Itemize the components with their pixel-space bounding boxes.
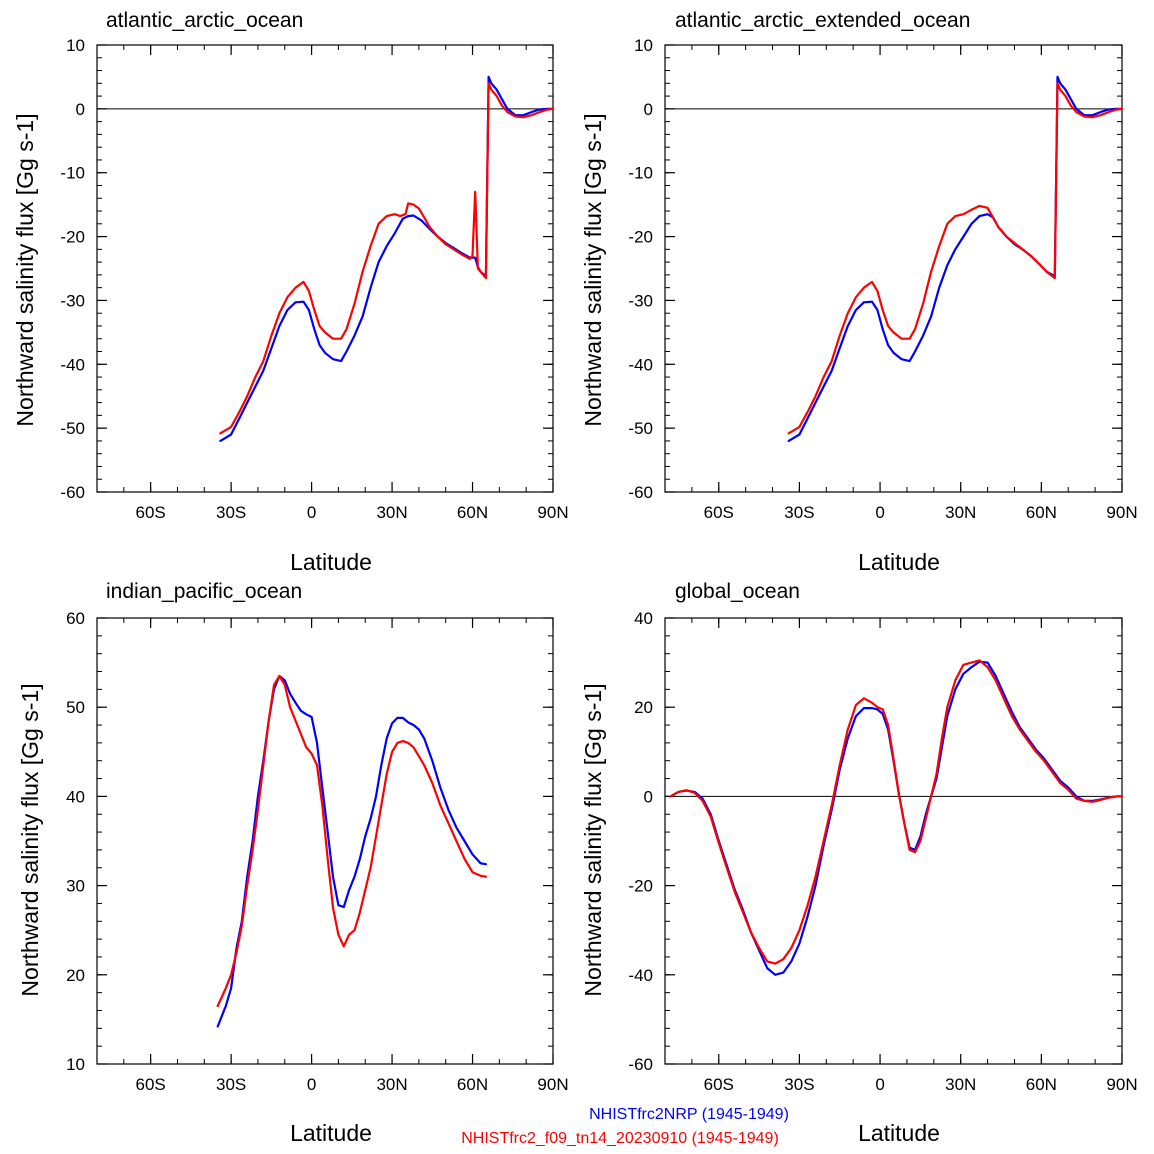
y-tick-label: -40 — [628, 966, 653, 985]
y-tick-label: 60 — [66, 609, 85, 628]
series-line-nrp — [669, 660, 1124, 976]
y-tick-label: -20 — [628, 228, 653, 247]
x-tick-label: 90N — [537, 1075, 568, 1094]
legend-entry-0: NHISTfrc2NRP (1945-1949) — [589, 1106, 789, 1123]
x-tick-label: 90N — [1106, 1075, 1137, 1094]
y-axis-label: Northward salinity flux [Gg s-1] — [17, 683, 43, 996]
y-tick-label: -10 — [60, 164, 85, 183]
y-tick-label: 20 — [66, 966, 85, 985]
series-line-f09 — [787, 82, 1124, 435]
series-line-nrp — [216, 674, 487, 1028]
x-tick-label: 0 — [307, 503, 316, 522]
y-axis-label: Northward salinity flux [Gg s-1] — [580, 683, 606, 996]
x-axis-label: Latitude — [858, 549, 940, 575]
panel-title: global_ocean — [675, 580, 800, 603]
series-line-f09 — [216, 674, 487, 1008]
panel-atlantic-arctic: atlantic_arctic_ocean Northward salinity… — [12, 9, 569, 575]
y-tick-label: -20 — [60, 228, 85, 247]
x-tick-label: 0 — [307, 1075, 316, 1094]
panel-indian-pacific: indian_pacific_ocean Northward salinity … — [17, 580, 569, 1146]
y-tick-label: -30 — [60, 291, 85, 310]
y-tick-label: 10 — [66, 36, 85, 55]
x-tick-label: 60N — [1026, 503, 1057, 522]
x-tick-label: 30N — [376, 1075, 407, 1094]
y-tick-label: -50 — [628, 419, 653, 438]
panel-title: atlantic_arctic_extended_ocean — [675, 9, 970, 32]
y-tick-label: -60 — [628, 483, 653, 502]
x-tick-label: 30N — [376, 503, 407, 522]
y-tick-label: 10 — [66, 1055, 85, 1074]
x-tick-label: 60S — [704, 1075, 734, 1094]
y-tick-label: 30 — [66, 877, 85, 896]
x-axis-label: Latitude — [290, 1120, 372, 1146]
panel-global: global_ocean Northward salinity flux [Gg… — [580, 580, 1138, 1146]
y-tick-label: -40 — [628, 355, 653, 374]
x-tick-label: 60S — [136, 1075, 166, 1094]
x-tick-label: 60N — [457, 1075, 488, 1094]
y-axis-label: Northward salinity flux [Gg s-1] — [12, 113, 38, 426]
x-tick-label: 0 — [875, 1075, 884, 1094]
plot-frame — [664, 44, 1123, 493]
legend-entry-1: NHISTfrc2_f09_tn14_20230910 (1945-1949) — [461, 1130, 779, 1147]
y-tick-label: 40 — [66, 787, 85, 806]
y-tick-label: 50 — [66, 698, 85, 717]
x-tick-label: 90N — [537, 503, 568, 522]
series-line-f09 — [219, 82, 555, 435]
y-tick-label: -30 — [628, 291, 653, 310]
y-tick-label: 0 — [644, 100, 653, 119]
x-tick-label: 30S — [784, 1075, 814, 1094]
y-tick-label: -40 — [60, 355, 85, 374]
y-tick-label: -10 — [628, 164, 653, 183]
legend: NHISTfrc2NRP (1945-1949) NHISTfrc2_f09_t… — [461, 1106, 789, 1147]
panel-atlantic-arctic-extended: atlantic_arctic_extended_ocean Northward… — [580, 9, 1138, 575]
plot-frame — [664, 617, 1123, 1065]
x-tick-label: 30S — [216, 503, 246, 522]
x-tick-label: 60N — [1026, 1075, 1057, 1094]
panel-title: atlantic_arctic_ocean — [106, 9, 303, 32]
x-axis-label: Latitude — [290, 549, 372, 575]
x-tick-label: 0 — [875, 503, 884, 522]
x-tick-label: 30S — [216, 1075, 246, 1094]
y-tick-label: 20 — [634, 698, 653, 717]
y-tick-label: 10 — [634, 36, 653, 55]
x-tick-label: 30N — [945, 503, 976, 522]
y-tick-label: -60 — [628, 1055, 653, 1074]
plot-frame — [96, 44, 554, 493]
y-tick-label: 0 — [76, 100, 85, 119]
x-tick-label: 60S — [704, 503, 734, 522]
y-tick-label: -60 — [60, 483, 85, 502]
plot-frame — [96, 617, 554, 1065]
panel-title: indian_pacific_ocean — [106, 580, 302, 603]
y-tick-label: 0 — [644, 787, 653, 806]
x-tick-label: 30N — [945, 1075, 976, 1094]
x-axis-label: Latitude — [858, 1120, 940, 1146]
x-tick-label: 60N — [457, 503, 488, 522]
x-tick-label: 60S — [136, 503, 166, 522]
series-line-nrp — [219, 75, 555, 442]
y-tick-label: -50 — [60, 419, 85, 438]
x-tick-label: 90N — [1106, 503, 1137, 522]
series-line-f09 — [669, 659, 1124, 965]
y-tick-label: -20 — [628, 877, 653, 896]
x-tick-label: 30S — [784, 503, 814, 522]
y-tick-label: 40 — [634, 609, 653, 628]
y-axis-label: Northward salinity flux [Gg s-1] — [580, 113, 606, 426]
series-line-nrp — [787, 75, 1124, 442]
